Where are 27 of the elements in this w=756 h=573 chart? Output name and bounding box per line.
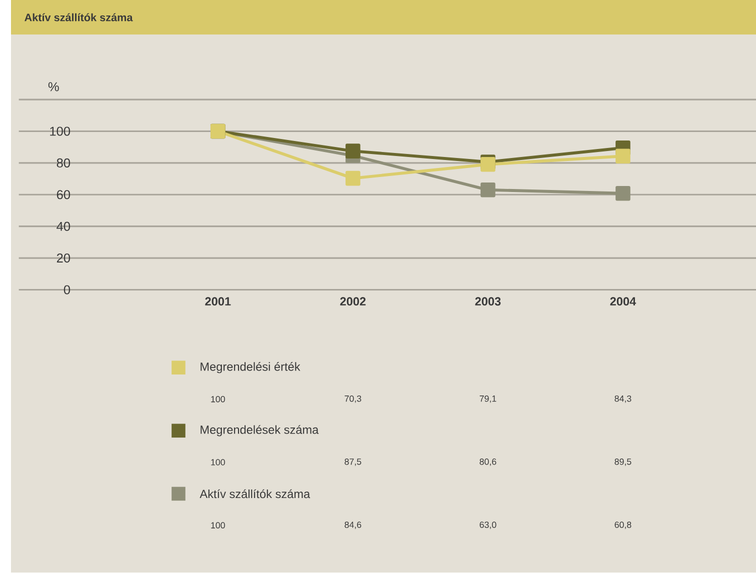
data-label: 100 (211, 522, 225, 529)
data-label: 84,6 (344, 522, 362, 530)
data-label: 89,5 (614, 458, 632, 466)
data-label: 84,3 (614, 396, 632, 403)
y-axis-title: % (48, 82, 59, 92)
data-label: 63,0 (480, 522, 496, 530)
legend-label: Megrendelési érték (200, 362, 300, 374)
legend-label: Aktív szállítók száma (200, 490, 310, 498)
x-tick-label: 2003 (475, 297, 501, 306)
data-label: 80,6 (480, 458, 496, 466)
x-tick-label: 2004 (610, 297, 636, 306)
data-label: 79,1 (480, 396, 496, 403)
y-tick-label: 40 (56, 222, 70, 232)
y-tick-label: 0 (64, 285, 70, 294)
data-label: 87,5 (344, 458, 362, 466)
data-label: 70,3 (344, 396, 362, 403)
y-tick-label: 60 (56, 190, 70, 200)
data-label: 100 (211, 459, 225, 466)
y-tick-label: 20 (56, 254, 70, 263)
data-label: 100 (211, 396, 225, 402)
x-tick-label: 2002 (340, 297, 366, 306)
legend-label: Megrendelések száma (200, 425, 319, 436)
x-tick-label: 2001 (205, 297, 231, 306)
y-tick-label: 100 (50, 126, 70, 136)
chart-title: Aktív szállítók száma (24, 13, 133, 22)
y-tick-label: 80 (56, 158, 70, 168)
data-label: 60,8 (614, 522, 632, 530)
